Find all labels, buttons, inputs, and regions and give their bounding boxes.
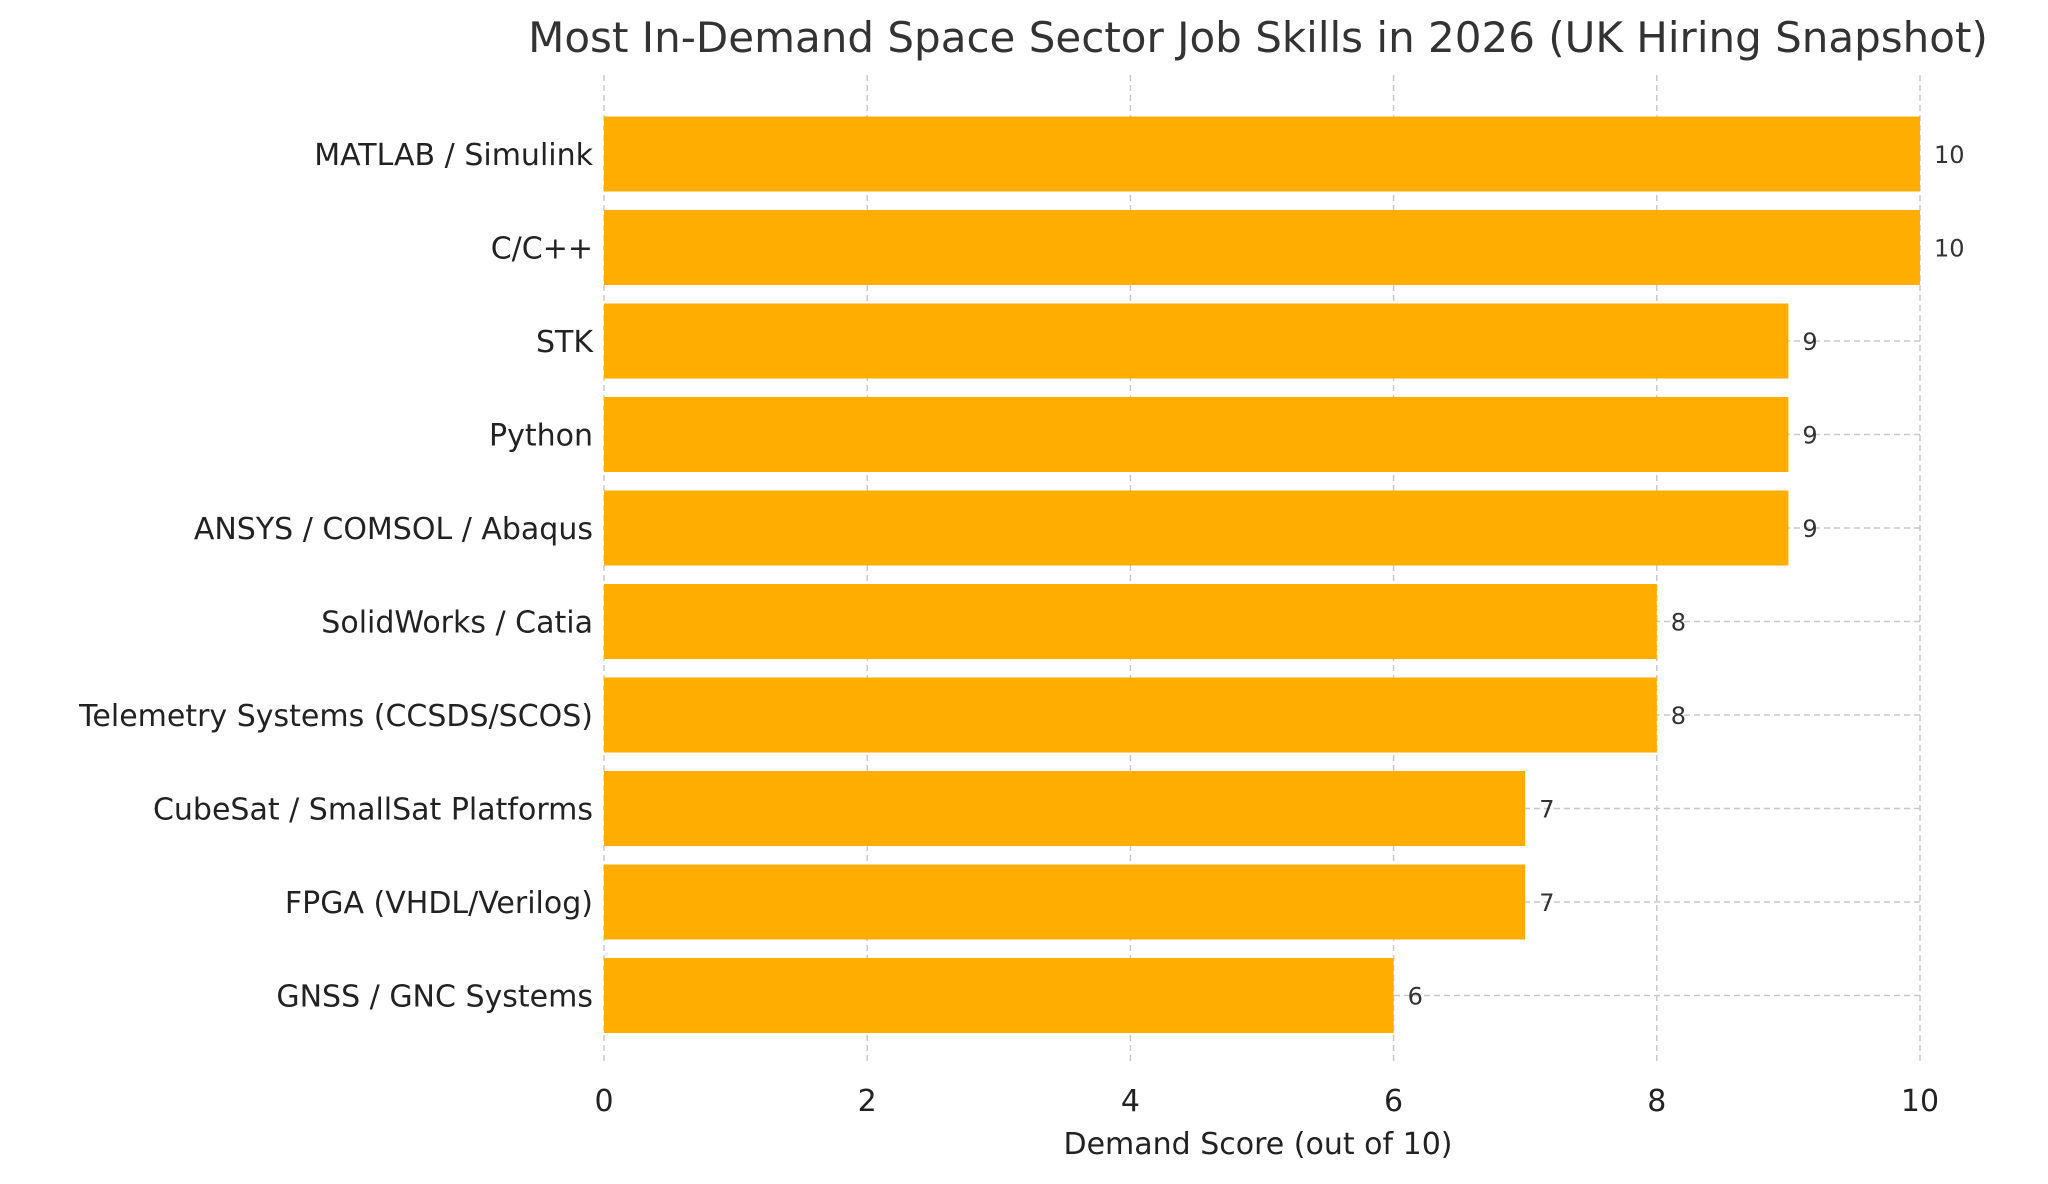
x-tick-label: 2 [858, 1084, 877, 1119]
x-tick-label: 6 [1384, 1084, 1403, 1119]
data-label: 10 [1934, 141, 1965, 169]
bar [604, 397, 1789, 472]
y-tick-label: SolidWorks / Catia [321, 606, 593, 641]
y-tick-label: C/C++ [491, 232, 593, 267]
x-axis-ticks: 0 2 4 6 8 10 [594, 1084, 1939, 1119]
y-tick-label: ANSYS / COMSOL / Abaqus [194, 512, 593, 547]
data-label: 10 [1934, 235, 1965, 263]
y-tick-label: FPGA (VHDL/Verilog) [285, 886, 593, 921]
data-label: 6 [1408, 983, 1423, 1011]
data-label: 9 [1802, 328, 1817, 356]
bar [604, 584, 1657, 659]
y-tick-label: Python [489, 419, 593, 454]
data-label: 7 [1539, 796, 1554, 824]
x-tick-label: 4 [1121, 1084, 1140, 1119]
chart-title: Most In-Demand Space Sector Job Skills i… [528, 13, 1988, 62]
y-axis-labels: MATLAB / Simulink C/C++ STK Python ANSYS / C… [78, 138, 594, 1015]
bar [604, 210, 1920, 285]
data-label: 9 [1802, 422, 1817, 450]
data-label: 7 [1539, 889, 1554, 917]
bar [604, 958, 1394, 1033]
y-tick-label: MATLAB / Simulink [314, 138, 593, 173]
y-tick-label: Telemetry Systems (CCSDS/SCOS) [78, 699, 593, 734]
data-label: 9 [1802, 515, 1817, 543]
bars-layer [604, 116, 1920, 1033]
bar [604, 677, 1657, 753]
bar [604, 116, 1920, 192]
y-tick-label: STK [536, 325, 594, 360]
x-axis-label: Demand Score (out of 10) [1063, 1127, 1452, 1162]
y-tick-label: CubeSat / SmallSat Platforms [153, 793, 593, 828]
x-tick-label: 10 [1901, 1084, 1939, 1119]
bar [604, 490, 1789, 566]
bar [604, 303, 1789, 379]
data-label: 8 [1671, 702, 1686, 730]
value-labels: 10 10 9 9 9 8 8 7 7 6 [1408, 141, 1965, 1011]
x-tick-label: 8 [1647, 1084, 1666, 1119]
data-label: 8 [1671, 609, 1686, 637]
bar [604, 771, 1526, 846]
x-tick-label: 0 [594, 1084, 613, 1119]
y-tick-label: GNSS / GNC Systems [276, 980, 593, 1015]
bar [604, 864, 1526, 940]
